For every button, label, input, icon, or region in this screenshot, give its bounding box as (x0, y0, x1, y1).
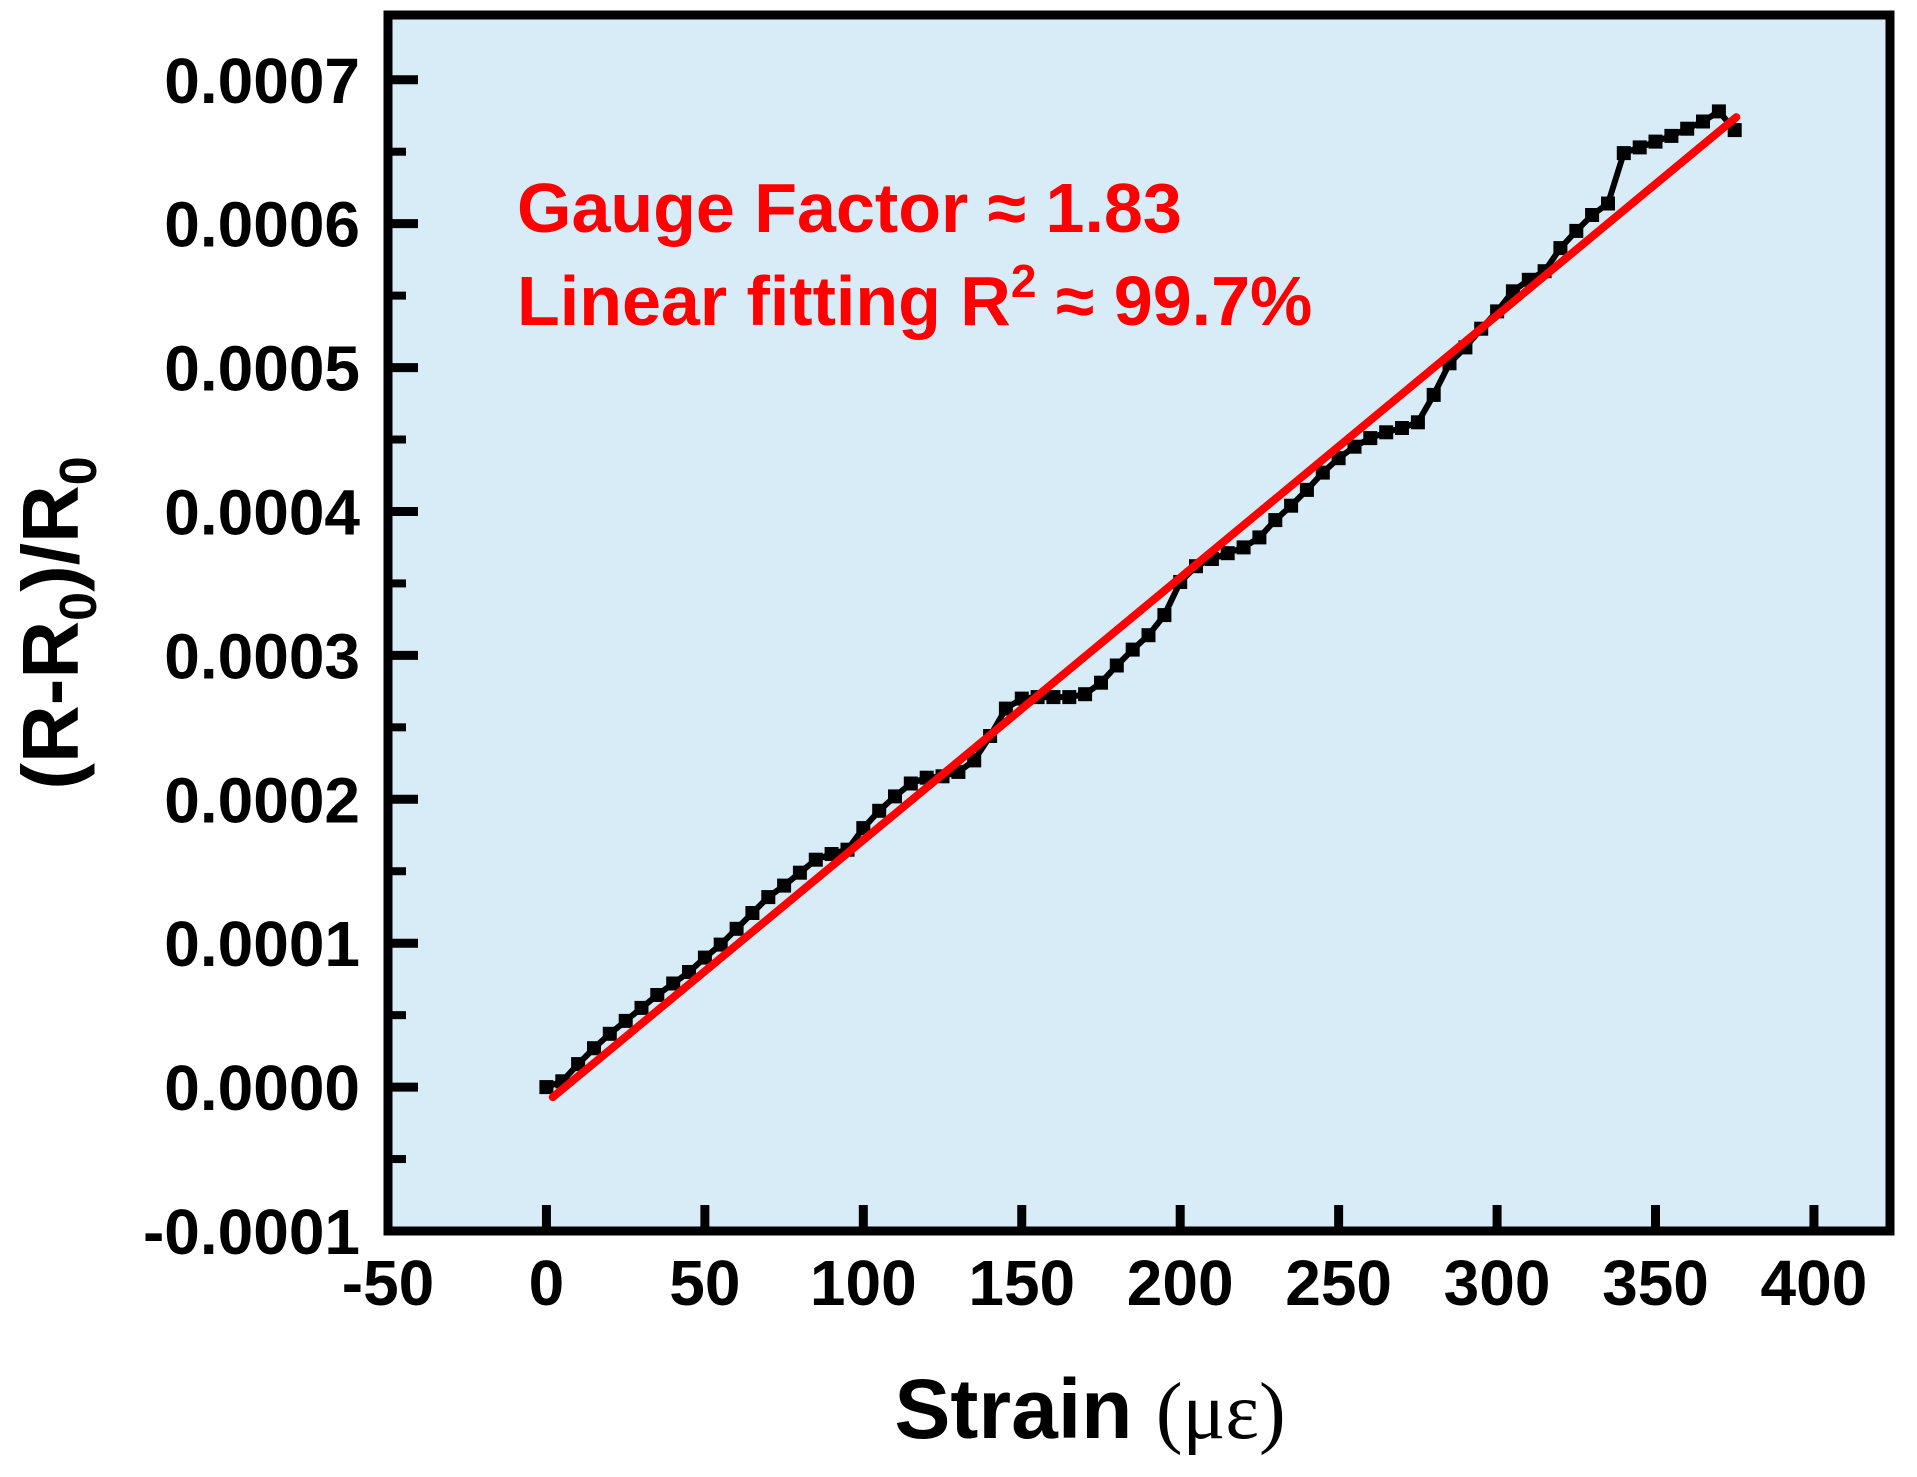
data-point (1632, 140, 1647, 155)
y-tick-label: 0.0002 (164, 764, 360, 836)
data-point (1395, 421, 1409, 435)
data-point (1315, 465, 1330, 480)
y-axis-title: (R-R0)/R0 (6, 456, 108, 789)
y-tick-label: 0.0004 (164, 476, 360, 548)
data-point (1331, 451, 1346, 466)
data-point (1601, 196, 1615, 211)
data-point (1094, 675, 1108, 690)
data-point (808, 852, 823, 867)
x-tick-label: 0 (529, 1247, 565, 1319)
data-point (1141, 628, 1156, 643)
data-point (1284, 498, 1299, 513)
x-axis-ticks: -50 0 50 100 150 200 250 300 350 400 (342, 1205, 1868, 1319)
y-tick-label: 0.0001 (164, 908, 360, 980)
data-point (1553, 241, 1568, 256)
data-point (1252, 530, 1267, 545)
data-point (1363, 431, 1378, 446)
data-point (1236, 540, 1251, 555)
data-series-markers (539, 104, 1742, 1095)
data-point (1696, 114, 1710, 129)
y-tick-label: 0.0005 (164, 333, 360, 405)
x-tick-label: 250 (1285, 1247, 1392, 1319)
data-point (1347, 439, 1362, 454)
plot-frame (383, 10, 1895, 1236)
data-point (697, 950, 712, 965)
data-point (1268, 513, 1283, 528)
data-point (571, 1057, 586, 1072)
data-point (1299, 482, 1314, 497)
data-point (745, 906, 760, 920)
data-point (1680, 121, 1695, 136)
data-point (1220, 546, 1235, 561)
data-point (1157, 608, 1172, 623)
data-point (761, 890, 776, 905)
data-point (777, 878, 792, 893)
data-point (1664, 128, 1679, 143)
data-point (872, 803, 887, 818)
x-tick-label: 100 (810, 1247, 917, 1319)
x-tick-label: 150 (968, 1247, 1075, 1319)
data-point (713, 937, 728, 952)
data-point (602, 1026, 617, 1041)
data-point (634, 1000, 649, 1015)
x-tick-label: -50 (342, 1247, 435, 1319)
data-point (1078, 687, 1093, 702)
data-point (824, 847, 839, 861)
data-point (539, 1080, 554, 1095)
data-point (666, 976, 681, 991)
y-tick-label: -0.0001 (143, 1196, 360, 1268)
data-point (792, 865, 807, 880)
y-tick-label: 0.0006 (164, 189, 360, 261)
data-point (1616, 146, 1631, 161)
x-tick-label: 300 (1444, 1247, 1551, 1319)
x-axis-title: Strain (με) (894, 1362, 1285, 1456)
x-tick-label: 200 (1127, 1247, 1234, 1319)
y-tick-label: 0.0003 (164, 620, 360, 692)
annotation-linear-fit: Linear fitting R2 ≈ 99.7% (517, 255, 1312, 340)
data-point (1711, 104, 1726, 119)
data-point (1379, 425, 1394, 440)
data-point (856, 821, 871, 836)
data-point (1410, 415, 1425, 430)
y-tick-label: 0.0000 (164, 1052, 360, 1124)
data-point (1585, 208, 1600, 222)
data-point (998, 701, 1013, 716)
data-point (1062, 690, 1077, 705)
data-point (1426, 387, 1441, 402)
data-point (618, 1013, 633, 1028)
data-point (650, 988, 665, 1002)
data-series-line (545, 107, 1737, 1090)
data-point (1569, 223, 1584, 238)
y-axis-ticks: 0.0007 0.0006 0.0005 0.0004 0.0003 0.0002 0.00… (143, 45, 418, 1268)
x-tick-label: 400 (1761, 1247, 1868, 1319)
data-point (1046, 690, 1061, 705)
x-tick-label: 350 (1602, 1247, 1709, 1319)
data-point (1109, 658, 1124, 673)
data-point (967, 753, 982, 768)
x-tick-label: 50 (669, 1247, 740, 1319)
data-point (903, 776, 918, 791)
data-point (1648, 134, 1663, 149)
data-point (888, 789, 902, 804)
data-point (682, 965, 696, 979)
fit-line (548, 113, 1741, 1102)
y-tick-label: 0.0007 (164, 45, 360, 117)
data-point (1125, 642, 1140, 657)
annotation-gauge-factor: Gauge Factor ≈ 1.83 (517, 169, 1182, 247)
data-point (729, 921, 744, 936)
data-point (587, 1041, 601, 1056)
